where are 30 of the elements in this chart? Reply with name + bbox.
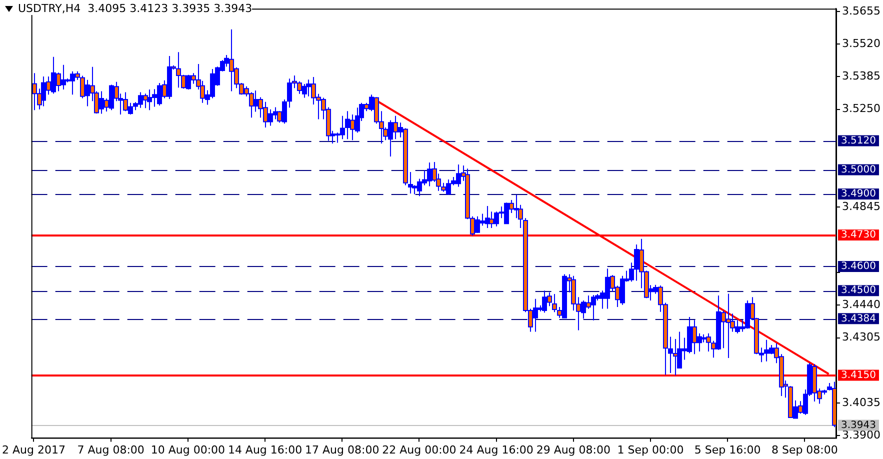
x-tick-label: 29 Aug 08:00	[536, 443, 610, 456]
y-tick-label: 3.4845	[842, 200, 880, 214]
ref-line-label: 3.4600	[841, 261, 876, 272]
x-tick-label: 24 Aug 16:00	[459, 443, 534, 456]
ref-line-label: 3.5000	[841, 164, 876, 176]
y-tick-label: 3.5655	[842, 4, 880, 18]
x-tick-label: 10 Aug 00:00	[150, 443, 226, 456]
ref-line-label: 3.5120	[841, 135, 876, 146]
ref-line-label: 3.3943	[841, 420, 876, 431]
x-tick-label: 17 Aug 08:00	[305, 443, 380, 456]
ref-line-label: 3.4150	[841, 370, 876, 381]
chart-title: USDTRY,H4 3.4095 3.4123 3.3935 3.3943	[18, 2, 252, 15]
y-tick-label: 3.3900	[842, 428, 880, 442]
y-tick-label: 3.4440	[842, 298, 880, 311]
ref-line-label: 3.4384	[841, 313, 876, 324]
x-tick-label: 8 Sep 08:00	[771, 443, 838, 456]
y-tick-label: 3.5385	[842, 70, 880, 83]
x-tick-label: 2 Aug 2017	[2, 443, 66, 456]
y-tick-label: 3.4305	[842, 330, 880, 344]
x-tick-label: 14 Aug 16:00	[228, 443, 302, 456]
y-tick-label: 3.5250	[842, 102, 880, 116]
x-tick-label: 7 Aug 08:00	[77, 443, 144, 456]
x-tick-label: 5 Sep 16:00	[694, 443, 761, 456]
x-tick-label: 1 Sep 00:00	[617, 443, 684, 456]
ref-line-label: 3.4900	[841, 188, 876, 200]
ref-line-label: 3.4500	[841, 285, 876, 296]
y-tick-label: 3.4035	[842, 396, 880, 409]
y-tick-label: 3.5520	[842, 36, 880, 50]
ref-line-label: 3.4730	[841, 230, 876, 241]
x-tick-label: 22 Aug 00:00	[382, 443, 456, 456]
